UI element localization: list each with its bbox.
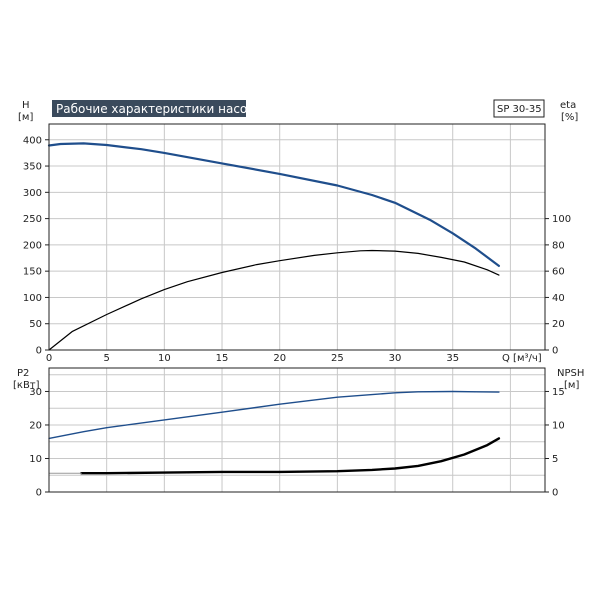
chart-title: Рабочие характеристики насоса [56, 102, 261, 116]
y-left-tick-label: 10 [29, 454, 42, 465]
y-right-tick-label: 0 [552, 346, 558, 357]
bottom-series-line-0 [48, 390, 500, 440]
x-tick-label: 10 [158, 353, 171, 364]
y-left-tick-label: 0 [36, 488, 42, 499]
x-tick-label: 35 [446, 353, 459, 364]
model-box [493, 99, 545, 118]
y-left-axis-unit: [кВт] [13, 380, 40, 391]
y-left-tick-label: 150 [23, 267, 42, 278]
y-left-axis-label: P2 [17, 368, 29, 379]
y-right-axis-unit: [м] [564, 380, 579, 391]
axis-layer: 0 5 10 15 20 25 30 35 Q [м³/ч]050100150200250300… [13, 100, 584, 499]
x-tick-label: 0 [46, 353, 52, 364]
bottom-series-line-1 [80, 437, 501, 475]
x-tick-label: 30 [389, 353, 402, 364]
y-left-tick-label: 50 [29, 319, 42, 330]
x-tick-label: 5 [103, 353, 109, 364]
y-right-tick-label: 80 [552, 240, 565, 251]
x-tick-label: 20 [273, 353, 286, 364]
top-panel-frame [48, 123, 546, 351]
y-right-axis-label: NPSH [557, 368, 584, 379]
y-right-tick-label: 0 [552, 488, 558, 499]
y-left-tick-label: 20 [29, 420, 42, 431]
top-series-line-0 [47, 142, 500, 267]
grid-layer [49, 124, 545, 492]
y-left-tick-label: 250 [23, 214, 42, 225]
model-label: SP 30-35 [497, 104, 542, 115]
y-right-tick-label: 60 [552, 267, 565, 278]
title-box [52, 100, 246, 117]
y-left-tick-label: 30 [29, 387, 42, 398]
y-right-axis-unit: [%] [561, 112, 578, 123]
y-left-tick-label: 0 [36, 346, 42, 357]
y-right-tick-label: 100 [552, 214, 571, 225]
y-right-tick-label: 10 [552, 420, 565, 431]
y-right-axis-label: eta [560, 100, 576, 111]
x-tick-label: 15 [216, 353, 229, 364]
x-axis-label: Q [м³/ч] [502, 353, 542, 364]
y-left-tick-label: 300 [23, 188, 42, 199]
x-tick-label: 25 [331, 353, 344, 364]
y-right-tick-label: 5 [552, 454, 558, 465]
y-right-tick-label: 20 [552, 319, 565, 330]
top-series-line-1 [48, 249, 500, 351]
y-right-tick-label: 15 [552, 387, 565, 398]
y-left-tick-label: 100 [23, 293, 42, 304]
series-layer [47, 142, 501, 475]
bottom-panel-frame [48, 367, 546, 493]
y-left-tick-label: 200 [23, 240, 42, 251]
y-right-tick-label: 40 [552, 293, 565, 304]
y-left-axis-label: H [22, 100, 30, 111]
y-left-tick-label: 400 [23, 135, 42, 146]
y-left-axis-unit: [м] [18, 112, 33, 123]
y-left-tick-label: 350 [23, 162, 42, 173]
